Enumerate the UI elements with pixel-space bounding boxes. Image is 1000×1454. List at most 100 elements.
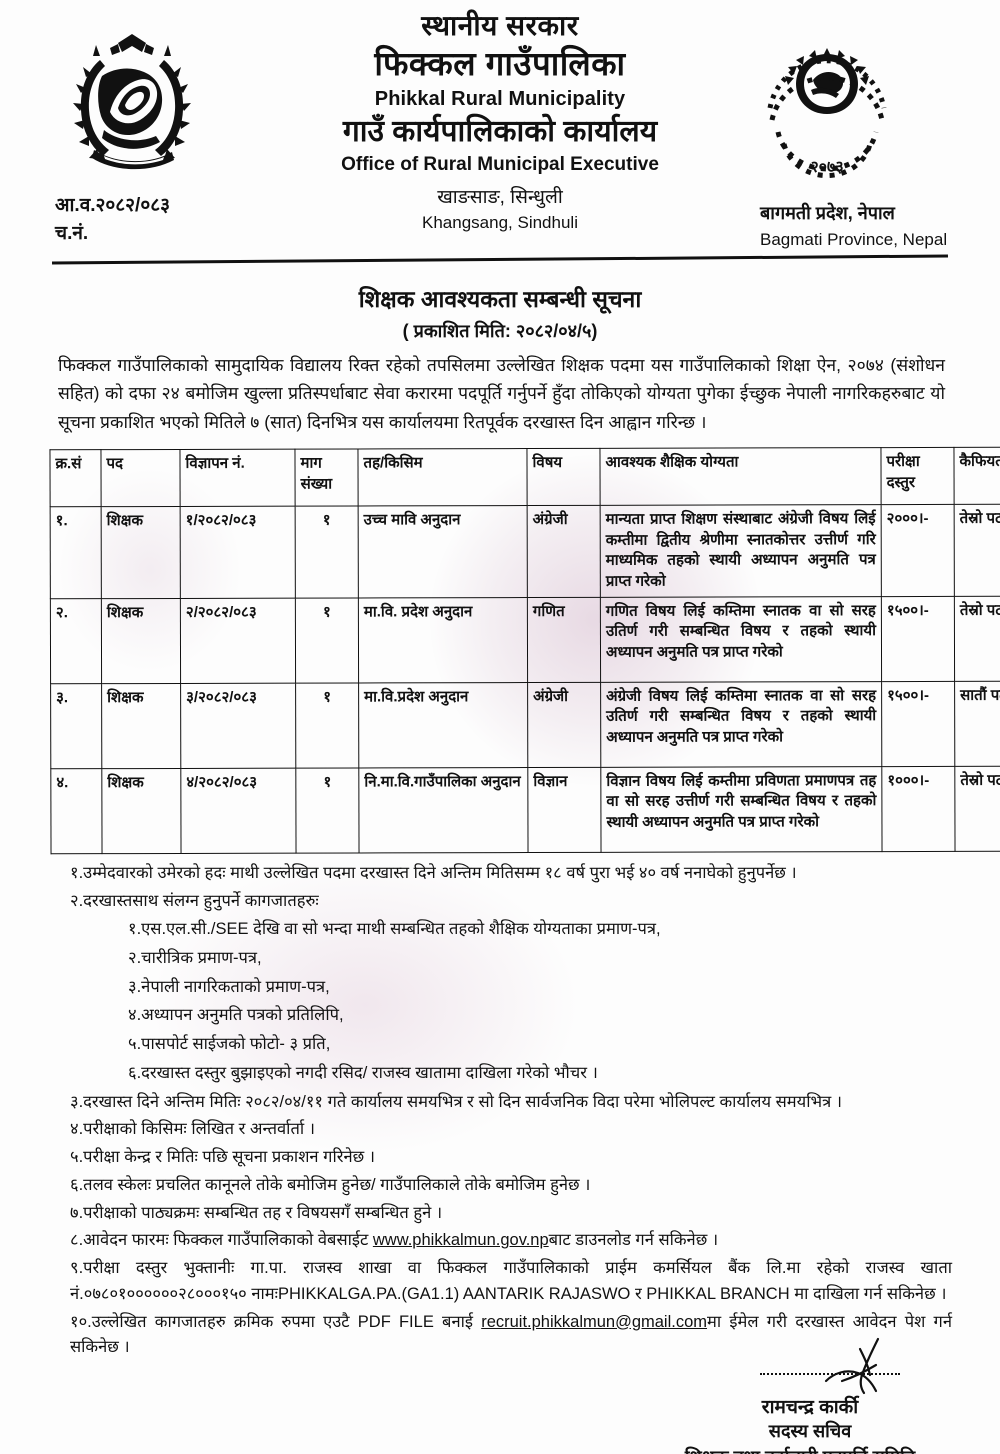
cell-post: शिक्षक — [101, 506, 181, 599]
cell-post: शिक्षक — [101, 598, 181, 684]
signatory-name: रामचन्द्र कार्की — [761, 1397, 859, 1418]
cell-remarks: तेस्रो पटक — [954, 504, 1000, 597]
header-line-address-np: खाङसाङ, सिन्धुली — [437, 186, 563, 208]
handwritten-signature-icon — [820, 1337, 894, 1403]
header-line-office-np: गाउँ कार्यपालिकाको कार्यालय — [342, 114, 658, 148]
cell-subject: गणित — [527, 597, 601, 683]
header-line-municipality-en: Phikkal Rural Municipality — [374, 87, 626, 110]
vacancy-table-container: क्र.सं पद विज्ञापन नं. माग संख्या तह/किस… — [49, 447, 1000, 854]
cell-advert: २/२०८२/०८३ — [180, 597, 296, 684]
province-np: बागमती प्रदेश, नेपाल — [760, 203, 895, 223]
notice-intro-paragraph: फिक्कल गाउँपालिकाको सामुदायिक विद्यालय र… — [58, 355, 945, 432]
reference-number-label: च.नं. — [55, 222, 89, 244]
header-divider — [52, 254, 948, 265]
table-header-row: क्र.सं पद विज्ञापन नं. माग संख्या तह/किस… — [49, 447, 1000, 507]
cell-subject: विज्ञान — [527, 767, 602, 853]
cell-fee: २०००।- — [881, 504, 955, 597]
recruitment-email-link[interactable]: recruit.phikkalmun@gmail.com — [481, 1312, 708, 1331]
condition-item-age: १.उम्मेदवारको उमेरको हदः माथी उल्लेखित प… — [70, 863, 797, 882]
signature-block: रामचन्द्र कार्की सदस्य सचिव शिक्षक तथा क… — [0, 1337, 1000, 1454]
cell-remarks: तेस्रो पटक — [954, 595, 1000, 682]
nepal-government-emblem-icon — [70, 26, 194, 178]
document-item: १.एस.एल.सी./SEE देखि वा सो भन्दा माथी सम… — [128, 920, 661, 939]
document-item: ४.अध्यापन अनुमति पत्रको प्रतिलिपि, — [128, 1006, 344, 1025]
col-header-post: पद — [100, 449, 181, 507]
cell-remarks: तेस्रो पटक — [954, 765, 1000, 852]
cell-level: मा.वि. प्रदेश अनुदान — [358, 597, 528, 683]
table-row: ४. शिक्षक ४/२०८२/०८३ १ नि.मा.वि.गाउँपालि… — [50, 765, 1000, 854]
condition-item-salary: ६.तलव स्केलः प्रचलित कानूनले तोके बमोजिम… — [70, 1175, 591, 1194]
header-line-address-en: Khangsang, Sindhuli — [422, 212, 578, 232]
col-header-qualification: आवश्यक शैक्षिक योग्यता — [599, 447, 882, 506]
application-form-prefix: ८.आवेदन फारमः फिक्कल गाउँपालिकाको वेबसाई… — [70, 1231, 373, 1250]
cell-subject: अंग्रेजी — [527, 505, 601, 598]
cell-level: मा.वि.प्रदेश अनुदान — [358, 682, 528, 768]
cell-advert: ४/२०८२/०८३ — [180, 767, 297, 854]
table-row: १. शिक्षक १/२०८२/०८३ १ उच्च मावि अनुदान … — [50, 504, 1000, 599]
document-item: ५.पासपोर्ट साईजको फोटो- ३ प्रति, — [128, 1035, 331, 1054]
header-line-municipality-np: फिक्कल गाउँपालिका — [374, 45, 626, 83]
cell-qualification: विज्ञान विषय लिई कम्तीमा प्रविणता प्रमाण… — [600, 766, 883, 853]
col-header-fee: परीक्षा दस्तुर — [880, 447, 955, 505]
province-en: Bagmati Province, Nepal — [760, 230, 948, 249]
cell-post: शिक्षक — [101, 683, 181, 769]
cell-qualification: अंग्रेजी विषय लिई कम्तिमा स्नातक वा सो स… — [600, 681, 882, 768]
fiscal-year: आ.व.२०८२/०८३ — [55, 195, 170, 216]
conditions-list: १.उम्मेदवारको उमेरको हदः माथी उल्लेखित प… — [70, 861, 952, 1361]
cell-fee: १५००।- — [881, 596, 955, 682]
condition-item-application-form: ८.आवेदन फारमः फिक्कल गाउँपालिकाको वेबसाई… — [70, 1228, 952, 1254]
website-link[interactable]: www.phikkalmun.gov.np — [372, 1231, 549, 1250]
condition-item-exam-type: ४.परीक्षाको किसिमः लिखित र अन्तर्वार्ता … — [70, 1120, 315, 1139]
table-row: ३. शिक्षक ३/२०८२/०८३ १ मा.वि.प्रदेश अनुद… — [50, 680, 1000, 769]
svg-text:२०७३: २०७३ — [810, 159, 843, 176]
document-header: स्थानीय सरकार फिक्कल गाउँपालिका Phikkal … — [0, 0, 1000, 265]
cell-sn: २. — [50, 598, 102, 684]
header-province-block: बागमती प्रदेश, नेपाल Bagmati Province, N… — [760, 200, 947, 253]
cell-fee: १०००।- — [881, 766, 956, 852]
cell-demand: १ — [295, 767, 360, 853]
condition-item-fee-payment: ९.परीक्षा दस्तुर भुक्तानीः गा.पा. राजस्व… — [70, 1259, 952, 1303]
signature-dotted-line — [760, 1373, 900, 1375]
document-item: ३.नेपाली नागरिकताको प्रमाण-पत्र, — [128, 977, 330, 996]
cell-fee: १५००।- — [881, 681, 955, 767]
condition-item-documents: २.दरखास्तसाथ संलग्न हुनुपर्ने कागजातहरुः — [70, 891, 319, 910]
document-item: २.चारीत्रिक प्रमाण-पत्र, — [128, 948, 262, 967]
cell-demand: १ — [295, 506, 359, 598]
cell-sn: ३. — [50, 683, 102, 769]
col-header-remarks: कैफियत — [953, 447, 1000, 505]
condition-item-syllabus: ७.परीक्षाको पाठ्यक्रमः सम्बन्धित तह र वि… — [70, 1203, 443, 1222]
vacancy-table: क्र.सं पद विज्ञापन नं. माग संख्या तह/किस… — [49, 447, 1000, 854]
cell-qualification: गणित विषय लिई कम्तिमा स्नातक वा सो सरह उ… — [600, 596, 882, 683]
email-submission-suffix: मा ईमेल गरी दरखास्त आवेदन पेश गर्न सकिने… — [70, 1312, 952, 1357]
col-header-sn: क्र.सं — [49, 449, 102, 507]
notice-published-date: ( प्रकाशित मिति: २०८२/०४/५) — [402, 321, 598, 341]
document-item: ६.दरखास्त दस्तुर बुझाइएको नगदी रसिद/ राज… — [128, 1063, 598, 1082]
col-header-subject: विषय — [526, 448, 601, 506]
condition-item-email-submission: १०.उल्लेखित कागजातहरु क्रमिक रुपमा एउटै … — [70, 1310, 952, 1361]
condition-item-exam-center: ५.परीक्षा केन्द्र र मितिः पछि सूचना प्रक… — [70, 1148, 376, 1167]
cell-advert: १/२०८२/०८३ — [180, 506, 296, 599]
cell-level: नि.मा.वि.गाउँपालिका अनुदान — [358, 767, 529, 853]
condition-item-deadline: ३.दरखास्त दिने अन्तिम मितिः २०८२/०४/११ ग… — [70, 1092, 843, 1111]
header-line-local-government: स्थानीय सरकार — [421, 10, 579, 41]
documents-sub-list: १.एस.एल.सी./SEE देखि वा सो भन्दा माथी सम… — [128, 917, 952, 1086]
cell-remarks: सातौं पटक — [954, 680, 1000, 767]
col-header-advert: विज्ञापन नं. — [179, 449, 296, 507]
cell-demand: १ — [295, 682, 359, 768]
table-row: २. शिक्षक २/२०८२/०८३ १ मा.वि. प्रदेश अनु… — [50, 595, 1000, 684]
cell-post: शिक्षक — [101, 768, 182, 854]
signatory-role: सदस्य सचिव — [768, 1421, 852, 1441]
notice-title: शिक्षक आवश्यकता सम्बन्धी सूचना — [358, 286, 642, 312]
application-form-suffix: बाट डाउनलोड गर्न सकिनेछ । — [548, 1231, 719, 1250]
cell-qualification: मान्यता प्राप्त शिक्षण संस्थाबाट अंग्रेज… — [600, 504, 882, 598]
municipality-seal-icon: २०७३ — [752, 32, 902, 187]
header-line-office-en: Office of Rural Municipal Executive — [341, 153, 659, 175]
email-submission-prefix: १०.उल्लेखित कागजातहरु क्रमिक रुपमा एउटै … — [70, 1312, 482, 1331]
col-header-level: तह/किसिम — [357, 448, 528, 507]
cell-subject: अंग्रेजी — [527, 682, 601, 768]
header-reference-block: आ.व.२०८२/०८३ च.नं. — [55, 192, 170, 247]
cell-sn: १. — [50, 506, 102, 599]
header-titles: स्थानीय सरकार फिक्कल गाउँपालिका Phikkal … — [210, 8, 790, 233]
cell-demand: १ — [295, 597, 359, 683]
